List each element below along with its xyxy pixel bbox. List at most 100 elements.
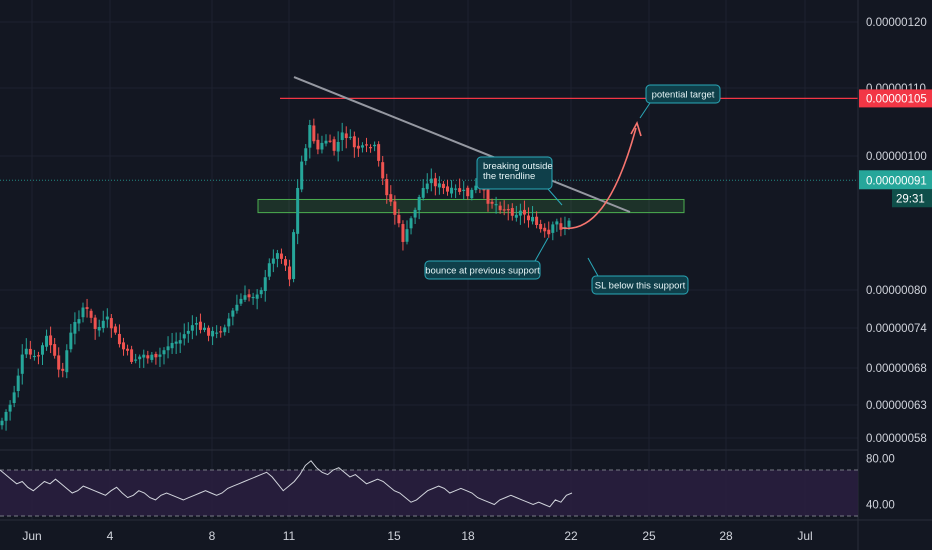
candle-body	[130, 349, 134, 362]
candle-body	[255, 294, 259, 299]
candle	[263, 269, 267, 302]
annotation-sl-below-box	[591, 275, 689, 295]
candle-body	[555, 221, 559, 225]
candle-body	[518, 210, 522, 216]
candle	[142, 349, 146, 368]
candle	[393, 195, 397, 225]
annotation-bounce-support: bounce at previous support	[424, 237, 549, 280]
candle	[381, 156, 385, 186]
candle	[284, 256, 287, 272]
candle	[174, 332, 178, 354]
candle-body	[227, 318, 231, 327]
candle	[12, 385, 16, 408]
candle-body	[543, 227, 547, 232]
countdown-badge	[892, 189, 932, 208]
rsi-pane	[0, 460, 858, 517]
time-tick-label: 18	[461, 529, 475, 543]
candle	[28, 340, 32, 360]
candle-body	[93, 317, 97, 329]
candle	[389, 185, 393, 207]
annotation-sl-below-text: SL below this support	[595, 281, 686, 292]
candle	[441, 181, 445, 195]
candle-body	[186, 330, 190, 334]
candle	[235, 294, 239, 314]
candle	[105, 308, 109, 328]
candle-body	[494, 204, 498, 206]
price-tick-label: 0.00000058	[866, 433, 927, 445]
candle-body	[134, 359, 138, 361]
candle	[146, 350, 150, 364]
candle-body	[174, 341, 178, 344]
candle	[470, 187, 474, 201]
candle-body	[32, 355, 36, 358]
time-tick-label: 4	[107, 529, 114, 543]
rsi-line	[0, 460, 573, 508]
candle	[130, 345, 134, 364]
candle-body	[312, 125, 316, 142]
candle	[352, 131, 356, 158]
candle-body	[547, 229, 551, 235]
price-tick-label: 0.00000063	[866, 400, 927, 412]
candle	[97, 319, 101, 337]
candle-body	[462, 189, 466, 191]
candle-body	[474, 185, 478, 191]
candle	[417, 194, 421, 220]
candle	[365, 137, 368, 153]
candle-body	[502, 209, 506, 211]
candle-body	[158, 354, 162, 357]
candle-body	[263, 277, 267, 292]
candle	[502, 200, 506, 216]
annotation-potential-target-text: potential target	[652, 90, 715, 101]
resistance-price-label: 0.00000105	[866, 93, 927, 105]
candle	[356, 137, 360, 157]
candle-body	[53, 344, 57, 356]
projection-curve	[561, 127, 637, 230]
support-zone	[257, 198, 685, 214]
candle-body	[194, 323, 198, 325]
time-tick-label: Jul	[797, 529, 812, 543]
candle-body	[300, 161, 304, 190]
candle-body	[284, 259, 287, 266]
candle-body	[101, 320, 105, 329]
candle	[332, 136, 336, 156]
resistance-price-badge	[859, 89, 932, 108]
candle	[203, 322, 206, 333]
candle	[89, 308, 93, 324]
candle	[494, 196, 498, 214]
candle-body	[324, 140, 328, 144]
candle-body	[551, 224, 555, 233]
rsi-tick-label: 80.00	[866, 454, 895, 466]
candle-body	[365, 144, 368, 146]
candle	[466, 185, 470, 200]
candle	[113, 323, 117, 335]
candle	[0, 417, 4, 430]
rsi-axis[interactable]: 80.00 40.00	[866, 454, 895, 512]
time-axis[interactable]: Jun 4 8 11 15 18 22 25 28 Jul	[22, 529, 812, 543]
candle	[514, 205, 518, 222]
candle	[429, 168, 433, 192]
candle	[247, 289, 251, 302]
candle-body	[405, 229, 409, 242]
candle-body	[4, 411, 8, 421]
candle-body	[85, 307, 89, 309]
candle	[490, 198, 494, 209]
candle	[559, 217, 563, 237]
candle-body	[401, 224, 405, 242]
candle	[36, 351, 40, 365]
candle-body	[344, 133, 348, 139]
candle	[251, 292, 255, 305]
candle-body	[348, 136, 352, 138]
candle	[425, 173, 429, 194]
price-axis[interactable]: 0.000001200.000001100.000001000.00000080…	[859, 17, 932, 445]
candle-body	[138, 356, 142, 360]
candle-body	[45, 335, 49, 347]
candle-body	[458, 188, 462, 192]
candle-body	[288, 266, 292, 280]
candle	[122, 337, 125, 356]
candle	[522, 200, 526, 224]
candle	[24, 338, 28, 359]
candle	[539, 219, 543, 233]
annotation-potential-target-pointer	[639, 102, 651, 119]
candle-body	[105, 316, 109, 320]
